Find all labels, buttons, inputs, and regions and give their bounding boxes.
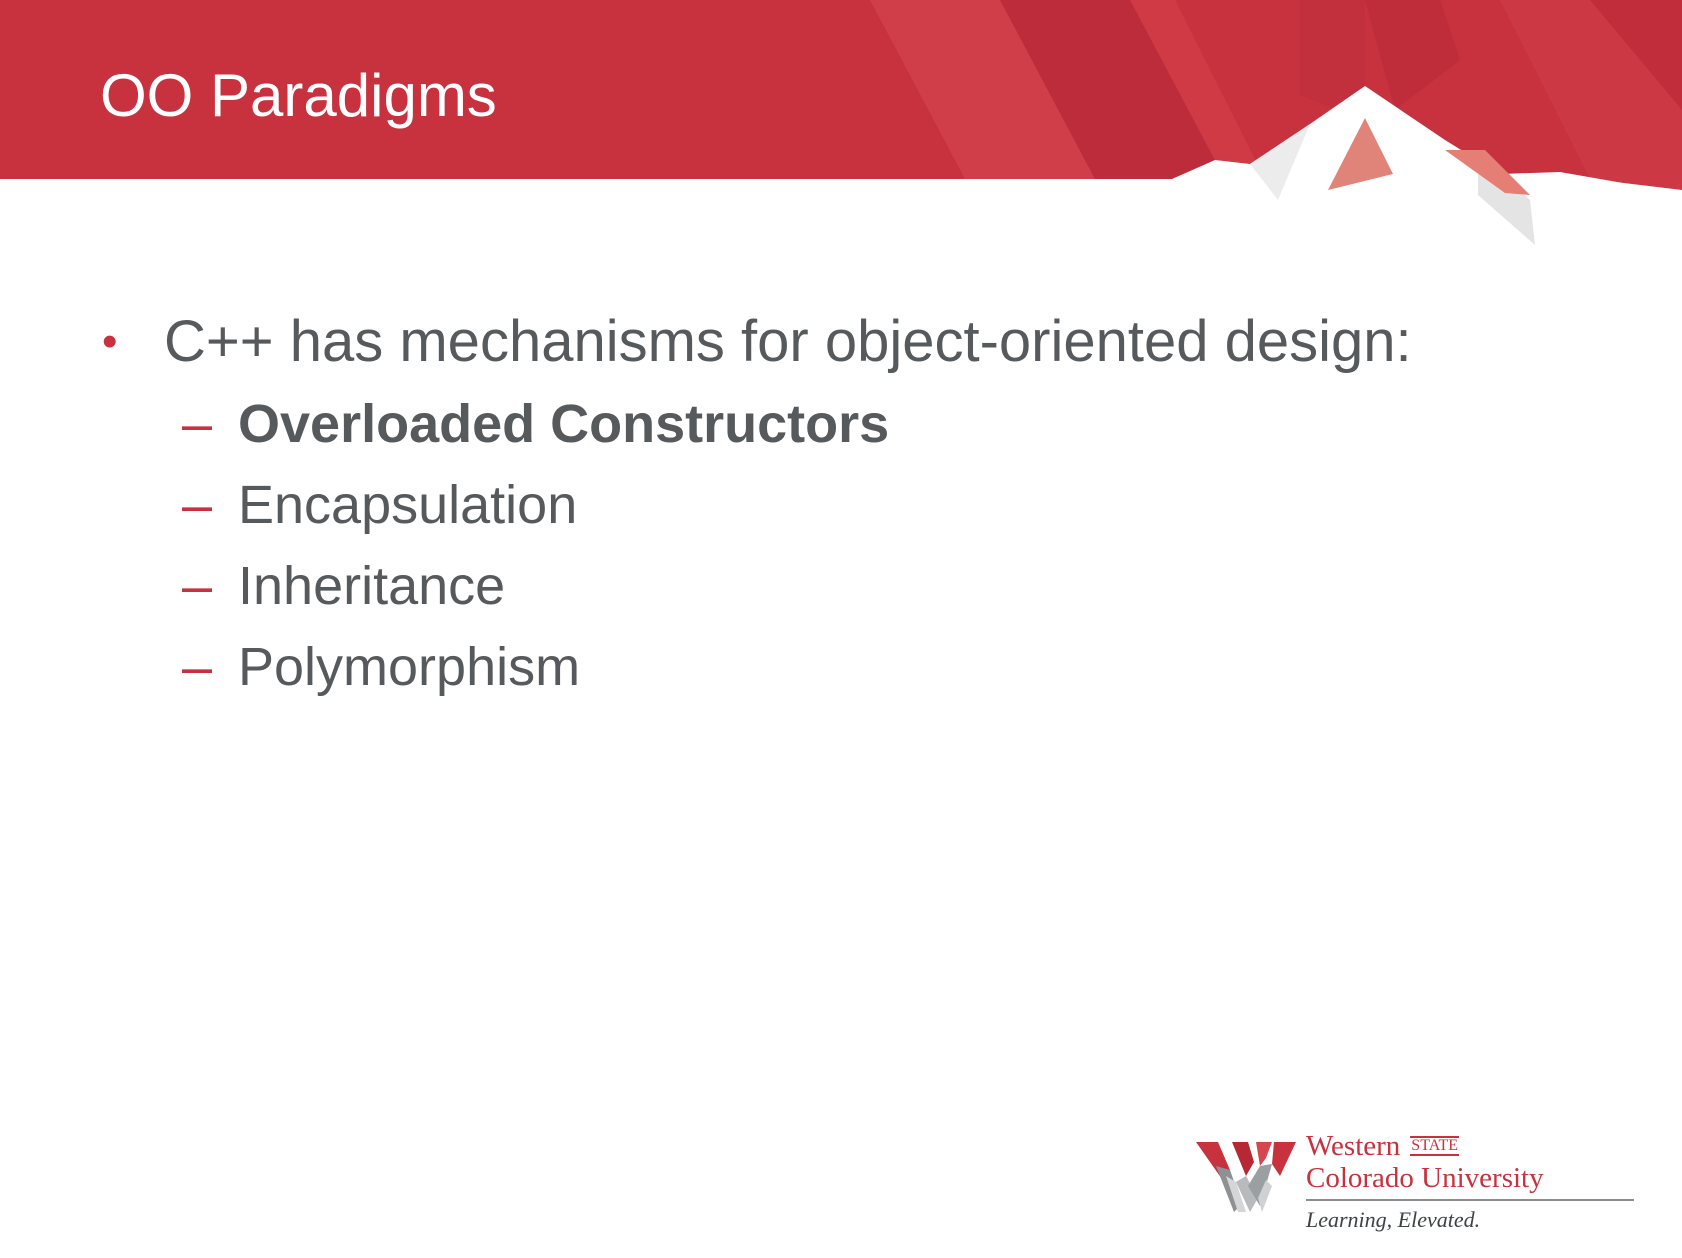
logo-name-line1: Western STATE [1306, 1130, 1460, 1162]
logo-name-state: STATE [1410, 1136, 1460, 1156]
dash-marker: – [182, 394, 213, 454]
logo-divider [1306, 1199, 1634, 1201]
sub-bullet-text: Inheritance [238, 556, 506, 616]
bullet-text: C++ has mechanisms for object-oriented d… [164, 309, 1412, 374]
sub-bullet-encapsulation: – Encapsulation [96, 465, 1616, 546]
sub-bullet-list: – Overloaded Constructors – Encapsulatio… [96, 384, 1616, 708]
dash-marker: – [182, 475, 213, 535]
slide-content: • C++ has mechanisms for object-oriented… [96, 300, 1616, 708]
logo-tagline: Learning, Elevated. [1306, 1207, 1481, 1232]
sub-bullet-text: Encapsulation [238, 475, 578, 535]
sub-bullet-polymorphism: – Polymorphism [96, 627, 1616, 708]
header-banner [0, 0, 1682, 250]
dash-marker: – [182, 637, 213, 697]
slide-title: OO Paradigms [100, 62, 497, 129]
university-logo: Western STATE Colorado University Learnin… [1196, 1128, 1636, 1238]
logo-name-western: Western [1306, 1130, 1401, 1162]
sub-bullet-text: Polymorphism [238, 637, 581, 697]
mountain-w-logo-icon [1196, 1142, 1296, 1212]
sub-bullet-overloaded-constructors: – Overloaded Constructors [96, 384, 1616, 465]
bullet-marker: • [102, 317, 118, 366]
sub-bullet-inheritance: – Inheritance [96, 546, 1616, 627]
dash-marker: – [182, 556, 213, 616]
sub-bullet-text: Overloaded Constructors [238, 394, 890, 454]
bullet-item: • C++ has mechanisms for object-oriented… [96, 300, 1616, 384]
logo-name-line2: Colorado University [1306, 1162, 1544, 1194]
